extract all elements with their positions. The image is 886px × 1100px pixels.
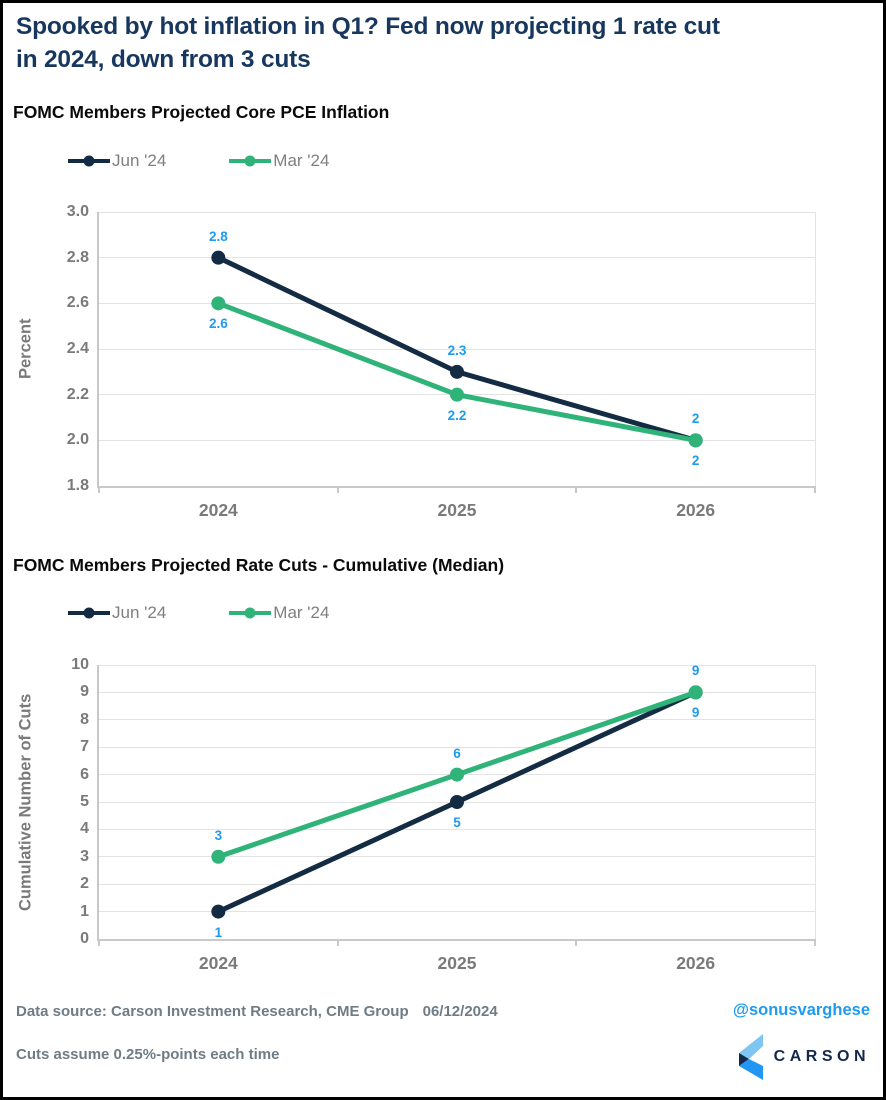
data-point — [450, 387, 464, 402]
source-label: Data source: Carson Investment Research,… — [16, 1003, 409, 1020]
data-point-label: 9 — [691, 705, 700, 721]
legend-label: Jun '24 — [112, 603, 167, 622]
x-axis-tick — [814, 486, 816, 493]
y-axis-tick-label: 9 — [80, 683, 89, 701]
y-axis-tick-label: 2.8 — [66, 248, 89, 266]
data-point-label: 5 — [453, 815, 461, 830]
series-plot — [211, 250, 703, 448]
carson-logo: CARSON — [735, 1033, 870, 1081]
gridline — [99, 828, 815, 830]
line-marker-icon — [229, 607, 272, 619]
line-marker-icon — [68, 607, 110, 619]
data-point — [211, 904, 226, 919]
data-source-text: Data source: Carson Investment Research,… — [16, 1003, 498, 1020]
twitter-handle: @sonusvarghese — [732, 1001, 870, 1019]
data-point — [450, 364, 464, 379]
series-plot — [211, 685, 703, 919]
data-point — [211, 849, 226, 864]
chart1-title: FOMC Members Projected Core PCE Inflatio… — [13, 102, 390, 122]
data-point-label: 9 — [691, 663, 700, 679]
page-title: Spooked by hot inflation in Q1? Fed now … — [16, 10, 872, 76]
x-axis-category-label: 2025 — [437, 500, 477, 520]
gridline — [99, 439, 815, 441]
data-point — [688, 685, 703, 700]
y-axis-tick-label: 2.4 — [66, 340, 89, 357]
legend-label: Mar '24 — [273, 151, 330, 170]
y-axis-tick-label: 2 — [80, 875, 89, 893]
legend-item-jun24: Jun '24 — [67, 151, 166, 171]
data-point — [450, 767, 464, 782]
legend-label: Mar '24 — [273, 603, 330, 622]
y-axis-tick-label: 8 — [80, 710, 89, 728]
chart1-legend: Jun '24 Mar '24 — [67, 151, 391, 171]
y-axis-tick-label: 4 — [80, 820, 89, 838]
x-axis-tick — [814, 939, 816, 946]
gridline — [99, 691, 815, 693]
x-axis-tick — [575, 939, 578, 946]
x-axis-category-label: 2024 — [198, 500, 238, 520]
gridline — [99, 911, 815, 913]
gridline — [99, 746, 815, 748]
data-point-label: 2.6 — [208, 316, 228, 332]
data-point-label: 3 — [214, 827, 223, 843]
gridline — [99, 348, 815, 350]
legend-item-mar24: Mar '24 — [228, 603, 329, 623]
y-axis-tick-label: 6 — [80, 765, 89, 783]
gridline — [99, 211, 815, 213]
legend-label: Jun '24 — [112, 151, 167, 170]
chart1-plot-area: 1.8 2.0 2.2 2.4 2.6 2.8 3.0 2024 2025 2026 2.8 2.3 2… — [67, 203, 816, 520]
data-point-label: 1 — [214, 924, 223, 940]
gridline — [99, 664, 815, 666]
chart2-title: FOMC Members Projected Rate Cuts - Cumul… — [13, 555, 505, 575]
y-axis-tick-label: 0 — [80, 930, 89, 947]
x-axis-tick — [336, 939, 339, 946]
x-axis-category-label: 2026 — [676, 500, 716, 520]
data-point-label: 2 — [691, 453, 700, 469]
legend-item-jun24: Jun '24 — [67, 603, 166, 623]
data-point-label: 2 — [691, 411, 700, 427]
data-point-label: 2.2 — [447, 407, 467, 423]
carson-wordmark: CARSON — [773, 1048, 870, 1065]
page-title-line-1: Spooked by hot inflation in Q1? Fed now … — [16, 13, 720, 40]
data-point-label: 2.8 — [208, 228, 228, 244]
x-axis-tick — [98, 486, 100, 493]
gridline — [99, 257, 815, 259]
gridline — [99, 856, 815, 858]
chart2-legend: Jun '24 Mar '24 — [67, 603, 391, 623]
x-axis-category-label: 2026 — [676, 953, 716, 973]
data-point — [211, 250, 226, 265]
x-axis-tick — [336, 486, 339, 493]
data-point-label: 6 — [453, 745, 461, 761]
y-axis-tick-label: 3.0 — [66, 203, 89, 220]
data-point-label: 2.3 — [447, 342, 467, 358]
y-axis-tick-label: 10 — [71, 656, 89, 673]
data-point — [211, 296, 226, 311]
y-axis-tick-label: 2.0 — [66, 431, 89, 449]
page-title-line-2: in 2024, down from 3 cuts — [16, 46, 311, 73]
x-axis-tick — [98, 939, 100, 946]
y-axis-tick-label: 1 — [80, 902, 89, 920]
carson-chevron-icon — [738, 1034, 763, 1080]
y-axis-tick-label: 1.8 — [66, 477, 89, 494]
gridline — [99, 719, 815, 721]
footnote-text: Cuts assume 0.25%-points each time — [16, 1046, 280, 1063]
y-axis-tick-label: 2.2 — [66, 385, 89, 403]
line-marker-icon — [229, 155, 272, 167]
x-axis-category-label: 2024 — [198, 953, 238, 973]
x-axis-tick — [575, 486, 578, 493]
data-point — [450, 795, 464, 809]
legend-item-mar24: Mar '24 — [228, 151, 329, 171]
y-axis-tick-label: 7 — [80, 738, 89, 756]
gridline — [99, 302, 815, 304]
chart2-plot-area: 0 1 2 3 4 5 6 7 8 9 10 2024 2025 2026 1 5 9 3 6 9 — [71, 656, 816, 973]
data-point — [688, 433, 703, 448]
y-axis-tick-label: 2.6 — [66, 294, 89, 312]
y-axis-tick-label: 3 — [80, 847, 89, 865]
line-marker-icon — [68, 155, 110, 167]
y-axis-tick-label: 5 — [80, 793, 89, 810]
date-label: 06/12/2024 — [422, 1003, 498, 1020]
gridline — [99, 883, 815, 885]
x-axis-category-label: 2025 — [437, 953, 477, 973]
